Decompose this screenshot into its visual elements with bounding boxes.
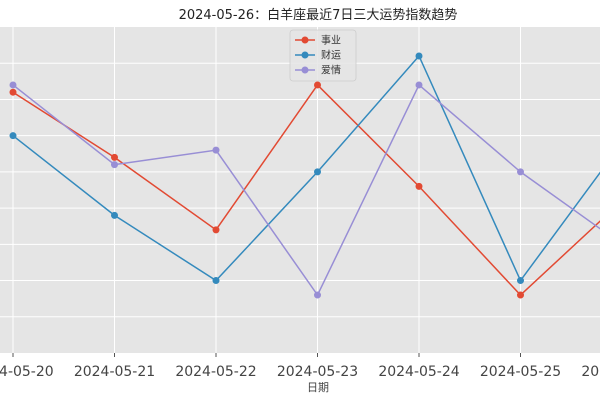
data-point [111,211,118,219]
legend-item[interactable]: 事业 [295,34,341,47]
x-axis-label: 日期 [307,381,329,394]
data-point [9,132,17,140]
data-point [212,146,220,154]
legend-item[interactable]: 财运 [295,49,341,62]
data-point [415,182,423,190]
legend-label: 财运 [321,49,341,62]
data-point [314,81,321,89]
x-tick-label: 2024-05-24 [378,364,459,380]
series-layer [9,52,600,299]
legend-item[interactable]: 爱情 [295,64,341,77]
data-point [517,277,524,285]
legend-label: 爱情 [321,64,341,77]
legend-marker [301,66,309,74]
legend-marker [301,51,309,59]
x-tick-label: 2024-05-22 [175,364,256,380]
data-point [517,168,524,176]
data-point [9,81,17,89]
legend-label: 事业 [321,34,341,47]
data-point [517,291,524,299]
x-tick-label: 2024-05-25 [480,364,561,380]
x-tick-label: 2024-05-26 [581,364,600,380]
x-tick-label: 2024-05-20 [0,364,54,380]
data-point [212,226,220,234]
data-point [415,52,423,60]
chart-title: 2024-05-26：白羊座最近7日三大运势指数趋势 [179,7,458,23]
data-point [415,81,423,89]
data-point [314,168,321,176]
data-point [111,153,118,161]
x-tick-label: 2024-05-21 [74,364,155,380]
data-point [212,277,220,285]
data-point [111,161,118,169]
x-axis-ticks: 2024-05-20 2024-05-21 2024-05-22 2024-05-23… [0,353,600,380]
data-point [314,291,321,299]
grid-lines [0,27,600,353]
data-point [9,88,17,96]
legend-marker [301,36,309,44]
x-tick-label: 2024-05-23 [277,364,358,380]
